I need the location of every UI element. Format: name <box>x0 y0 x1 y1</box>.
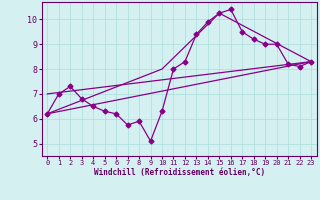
X-axis label: Windchill (Refroidissement éolien,°C): Windchill (Refroidissement éolien,°C) <box>94 168 265 177</box>
